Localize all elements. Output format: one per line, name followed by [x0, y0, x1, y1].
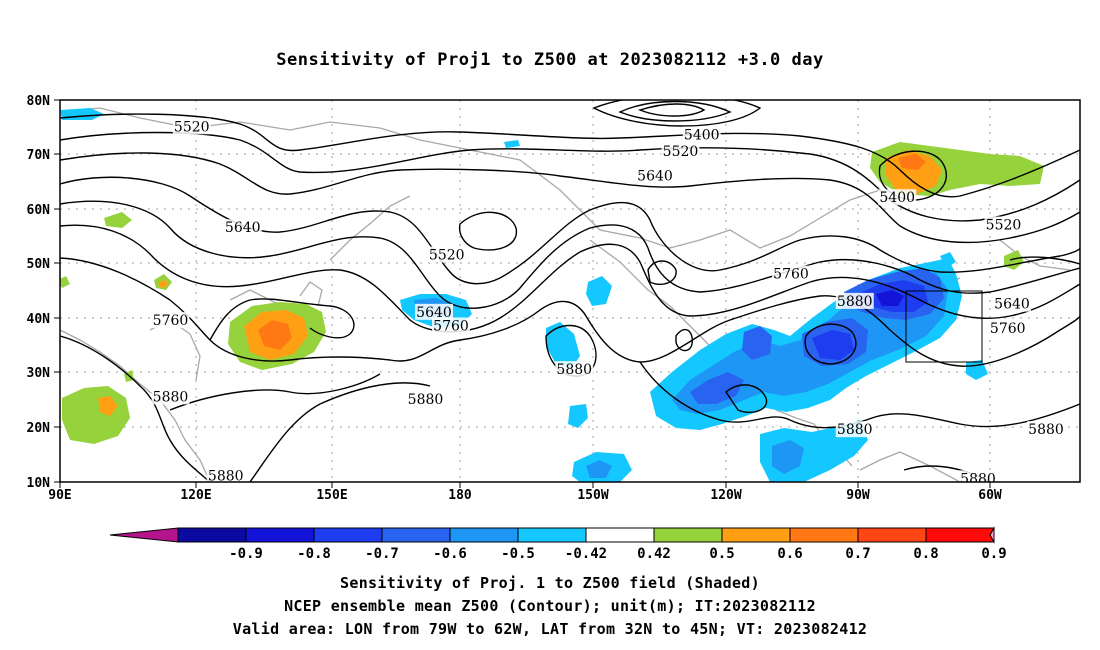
colorbar-segment — [313, 527, 383, 543]
contour-label-bg — [1027, 421, 1065, 438]
contour-label: 5760 — [773, 267, 809, 283]
contour-label-bg — [988, 320, 1027, 337]
colorbar-label: 0.9 — [981, 546, 1006, 562]
colorbar-max-triangle — [989, 526, 995, 544]
sensitivity-shading — [60, 108, 1044, 482]
lat-label: 20N — [27, 421, 51, 436]
lon-label: 120W — [710, 488, 741, 503]
colorbar-segment — [177, 527, 247, 543]
contour-label-bg — [959, 470, 997, 482]
contour-label: 5520 — [663, 144, 699, 160]
lon-label: 90W — [846, 488, 870, 503]
lat-label: 60N — [27, 203, 51, 218]
colorbar-segment — [653, 527, 723, 543]
contour-label: 5640 — [416, 305, 452, 321]
colorbar-label: 0.6 — [777, 546, 802, 562]
contour-label: 5880 — [556, 362, 592, 378]
contour-label: 5520 — [429, 248, 465, 264]
lat-label: 50N — [27, 257, 51, 272]
colorbar-segment — [789, 527, 859, 543]
colorbar-label: -0.8 — [297, 546, 331, 562]
colorbar-segment — [585, 527, 655, 543]
contour-label-bg — [427, 246, 466, 263]
contour-label: 5880 — [1028, 422, 1064, 438]
contour-label: 5520 — [986, 218, 1022, 234]
contour-label-bg — [151, 388, 190, 405]
contour-label: 5400 — [684, 127, 720, 143]
longitude-labels: 90E 120E 150E 180 150W 120W 90W 60W — [48, 488, 1002, 503]
contour-label: 5880 — [208, 469, 244, 485]
contour-label: 5880 — [837, 422, 873, 438]
colorbar-segment — [925, 527, 995, 543]
colorbar-label: -0.42 — [565, 546, 607, 562]
lon-label: 180 — [448, 488, 472, 503]
lon-label: 150E — [316, 488, 347, 503]
contour-label-bg — [682, 126, 721, 143]
lon-label: 150W — [577, 488, 608, 503]
contour-label: 5640 — [225, 220, 261, 236]
colorbar-label: -0.6 — [433, 546, 467, 562]
lat-label: 30N — [27, 366, 51, 381]
contour-label: 5520 — [174, 119, 210, 135]
colorbar-segment — [517, 527, 587, 543]
contour-label: 5640 — [637, 168, 673, 184]
contour-label-bg — [223, 219, 262, 236]
contour-label-bg — [993, 295, 1031, 312]
contour-label: 5760 — [990, 321, 1026, 337]
contour-label: 5760 — [153, 313, 189, 329]
lon-label: 90E — [48, 488, 71, 503]
contour-label-bg — [415, 303, 453, 320]
colorbar-label: -0.5 — [501, 546, 535, 562]
contour-label-bg — [172, 118, 211, 135]
colorbar-segment — [381, 527, 451, 543]
contour-label-bg — [661, 142, 700, 159]
lat-label: 70N — [27, 148, 51, 163]
axis-ticks — [54, 99, 991, 488]
colorbar-label: 0.8 — [913, 546, 938, 562]
contour-label: 5880 — [408, 392, 444, 408]
contour-labels: 5520540055205640540055205640552057605880… — [151, 118, 1065, 487]
colorbar-label: -0.7 — [365, 546, 399, 562]
contour-label-bg — [835, 421, 874, 438]
lon-label: 120E — [180, 488, 211, 503]
contour-label: 5400 — [879, 190, 915, 206]
contour-label-bg — [151, 312, 190, 329]
map-title: Sensitivity of Proj1 to Z500 at 20230821… — [276, 50, 824, 70]
colorbar-segment — [857, 527, 927, 543]
caption-line-2: NCEP ensemble mean Z500 (Contour); unit(… — [284, 597, 816, 615]
contour-label: 5640 — [994, 297, 1030, 313]
contour-label-bg — [772, 265, 810, 282]
contour-label-bg — [555, 361, 594, 378]
latitude-labels: 80N 70N 60N 50N 40N 30N 20N 10N — [27, 94, 51, 491]
valid-area-box — [905, 290, 983, 363]
colorbar-label: -0.9 — [229, 546, 263, 562]
contour-label-bg — [206, 467, 245, 482]
contour-label: 5760 — [433, 318, 469, 334]
contour-label: 5880 — [960, 471, 996, 487]
colorbar-label: 0.5 — [709, 546, 734, 562]
contour-label-bg — [636, 167, 674, 184]
colorbar-segment — [721, 527, 791, 543]
lat-label: 40N — [27, 312, 51, 327]
contour-label-bg — [432, 317, 470, 334]
contour-label: 5880 — [837, 294, 873, 310]
contour-label: 5880 — [153, 389, 189, 405]
map-frame — [59, 99, 1081, 483]
caption-line-3: Valid area: LON from 79W to 62W, LAT fro… — [232, 620, 868, 638]
contour-label-bg — [878, 189, 917, 206]
lat-label: 80N — [27, 94, 51, 109]
colorbar-segment — [449, 527, 519, 543]
contour-label-bg — [406, 391, 445, 408]
caption-line-1: Sensitivity of Proj. 1 to Z500 field (Sh… — [340, 574, 760, 592]
contour-label-bg — [835, 292, 874, 309]
colorbar-min-triangle — [109, 527, 179, 543]
colorbar-segment — [245, 527, 315, 543]
lat-label: 10N — [27, 476, 51, 491]
colorbar-label: 0.42 — [637, 546, 671, 562]
colorbar-label: 0.7 — [845, 546, 870, 562]
lon-label: 60W — [978, 488, 1002, 503]
colorbar: -0.9 -0.8 -0.7 -0.6 -0.5 -0.42 0.42 0.5 0.6 0.7 0.… — [109, 526, 1007, 562]
contour-label-bg — [984, 216, 1023, 233]
